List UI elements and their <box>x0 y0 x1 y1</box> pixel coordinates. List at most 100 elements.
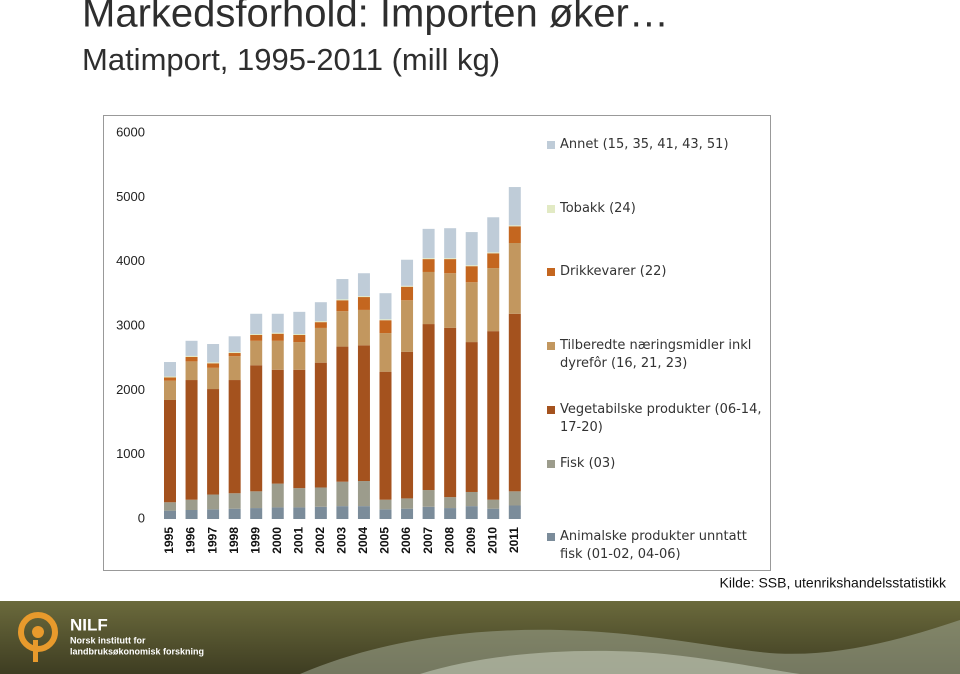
y-tick-label: 0 <box>138 510 145 525</box>
legend-swatch <box>547 205 555 213</box>
legend-swatch <box>547 342 555 350</box>
bar-segment <box>357 345 370 482</box>
bar-segment <box>401 498 414 509</box>
bar-segment <box>314 506 327 519</box>
bar-segment <box>422 228 435 259</box>
bar-segment <box>444 497 457 509</box>
bar-segment <box>185 509 198 519</box>
bar-segment <box>250 313 263 335</box>
bar-segment <box>444 259 457 274</box>
bar-segment <box>465 282 478 343</box>
bar-segment <box>185 356 198 362</box>
bar-segment <box>207 362 220 364</box>
bar-segment <box>401 508 414 519</box>
bar-segment <box>271 369 284 484</box>
bar-segment <box>336 299 349 301</box>
bar-segment <box>508 313 521 492</box>
bar-segment <box>336 311 349 347</box>
x-tick-label: 2001 <box>291 527 305 554</box>
x-tick-label: 1996 <box>184 527 198 554</box>
bar-segment <box>487 331 500 500</box>
legend-label: Drikkevarer (22) <box>560 264 667 279</box>
bar-segment <box>465 342 478 492</box>
bar-segment <box>465 491 478 507</box>
bar-segment <box>357 296 370 298</box>
bar-segment <box>314 362 327 488</box>
x-tick-label: 2009 <box>464 527 478 554</box>
slide-title: Markedsforhold: Importen øker… <box>82 0 669 36</box>
bar-segment <box>357 481 370 507</box>
slide-subtitle: Matimport, 1995-2011 (mill kg) <box>82 42 500 77</box>
bar-segment <box>164 502 176 511</box>
bar-segment <box>271 332 284 334</box>
bar-segment <box>250 340 263 366</box>
bar-segment <box>164 510 176 519</box>
bar-segment <box>293 507 306 519</box>
bar-segment <box>293 369 306 489</box>
bar-segment <box>422 490 435 507</box>
bar-segment <box>314 302 327 322</box>
bar-segment <box>422 271 435 325</box>
legend-label: Tobakk (24) <box>560 201 636 216</box>
bar-segment <box>164 362 176 377</box>
bar-segment <box>185 380 198 500</box>
bar-segment <box>508 226 521 244</box>
legend-label: Annet (15, 35, 41, 43, 51) <box>560 137 729 152</box>
bar-segment <box>228 493 241 509</box>
bar-segment <box>293 342 306 370</box>
bar-segment <box>271 507 284 519</box>
bar-segment <box>487 252 500 254</box>
bar-segment <box>228 356 241 381</box>
bar-segment <box>379 509 392 519</box>
bar-segment <box>228 508 241 519</box>
bar-segment <box>401 259 414 286</box>
bar-segment <box>379 333 392 372</box>
bar-segment <box>357 273 370 297</box>
legend-label: Animalske produkter unntatt fisk (01-02,… <box>560 529 747 562</box>
bar-segment <box>336 279 349 300</box>
bar-segment <box>207 494 220 510</box>
legend-swatch <box>547 141 555 149</box>
bar-segment <box>228 353 241 357</box>
bar-segment <box>207 363 220 368</box>
bar-segment <box>271 340 284 370</box>
bar-segment <box>250 334 263 336</box>
x-tick-label: 2006 <box>399 527 413 554</box>
footer <box>0 601 960 674</box>
bar-segment <box>379 499 392 510</box>
water <box>300 620 960 674</box>
x-tick-label: 2004 <box>356 527 370 554</box>
bar-segment <box>250 508 263 519</box>
x-tick-label: 2005 <box>378 527 392 554</box>
footer-line: landbruksøkonomisk forskning <box>70 646 204 656</box>
x-tick-label: 2010 <box>485 527 499 554</box>
y-tick-label: 6000 <box>116 124 145 139</box>
bar-segment <box>487 499 500 509</box>
bar-segment <box>293 488 306 508</box>
bar-segment <box>164 380 176 400</box>
bar-segment <box>508 187 521 226</box>
logo-stem <box>33 640 38 662</box>
bar-segment <box>487 268 500 332</box>
bar-segment <box>250 491 263 509</box>
x-tick-label: 1997 <box>205 527 219 554</box>
bar-segment <box>293 334 306 336</box>
bar-segment <box>336 300 349 312</box>
bar-segment <box>422 258 435 260</box>
legend-label: Vegetabilske produkter (06-14, 17-20) <box>560 402 762 435</box>
source: Kilde: SSB, utenrikshandelsstatistikk <box>720 575 947 591</box>
bar-segment <box>465 266 478 283</box>
bar-segment <box>422 324 435 491</box>
bar-segment <box>228 380 241 494</box>
x-tick-label: 1995 <box>162 527 176 554</box>
bar-segment <box>250 365 263 492</box>
bar-segment <box>379 371 392 500</box>
bar-segment <box>314 327 327 363</box>
legend-label: Fisk (03) <box>560 456 616 471</box>
footer-name: NILF <box>70 615 108 634</box>
bar-segment <box>250 335 263 341</box>
bar-segment <box>508 225 521 227</box>
bar-segment <box>379 293 392 320</box>
